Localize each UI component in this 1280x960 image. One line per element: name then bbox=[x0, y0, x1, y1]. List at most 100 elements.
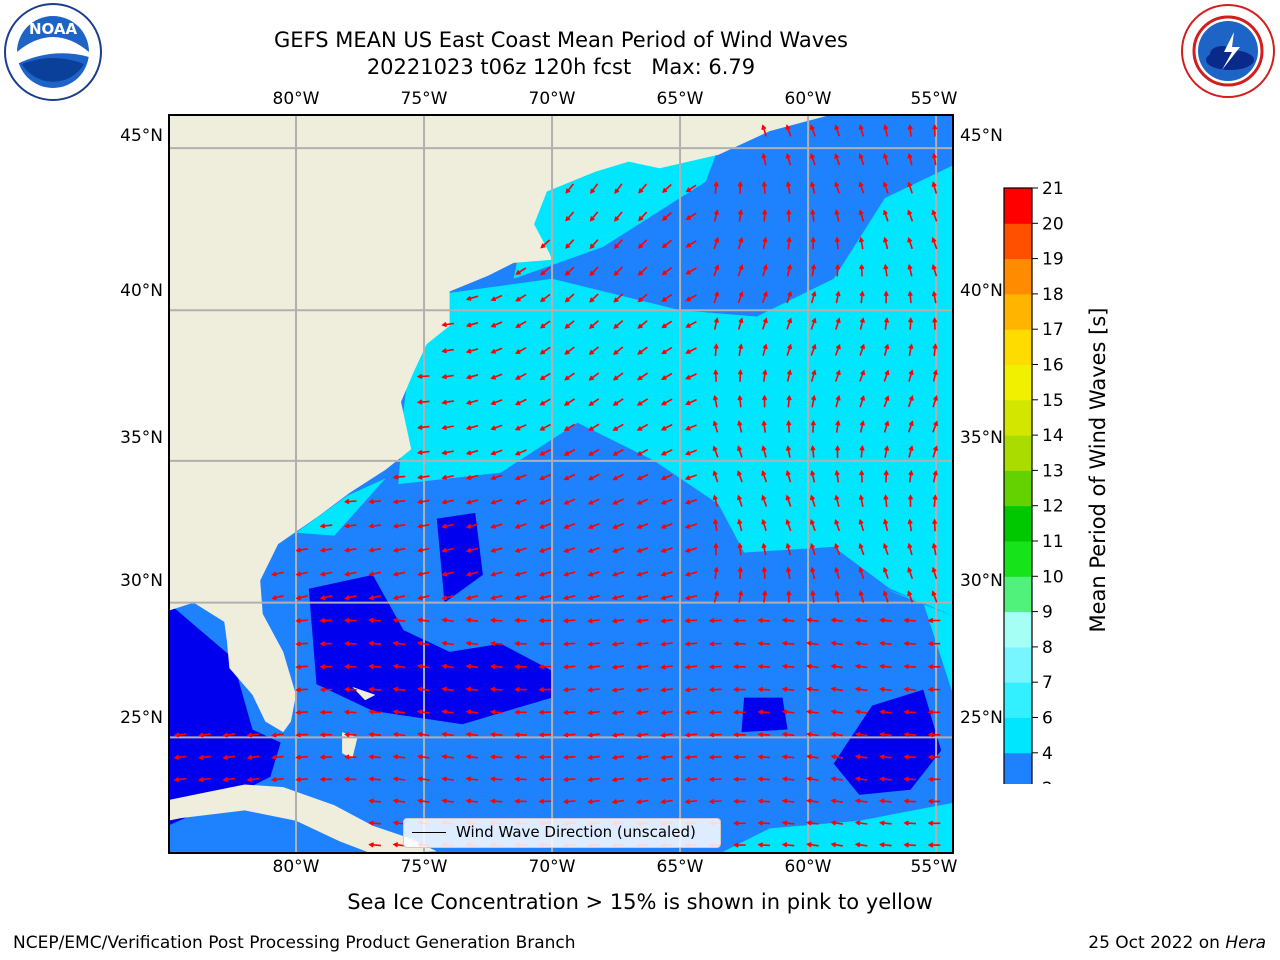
wave-arrow bbox=[781, 686, 795, 692]
wave-arrow bbox=[514, 571, 527, 577]
wave-arrow bbox=[198, 754, 211, 761]
colorbar-tick-label: 8 bbox=[1042, 638, 1053, 658]
wave-arrow bbox=[343, 523, 357, 529]
wave-arrow bbox=[883, 494, 889, 507]
wave-arrow bbox=[907, 263, 913, 277]
wave-region-low bbox=[308, 574, 552, 725]
wave-arrow bbox=[834, 590, 840, 603]
wave-arrow bbox=[636, 547, 649, 553]
wave-arrow bbox=[319, 754, 333, 760]
lat-tick-right: 45°N bbox=[960, 126, 1003, 146]
wave-arrow bbox=[932, 494, 938, 507]
lon-tick-bottom: 80°W bbox=[272, 857, 320, 877]
wave-arrow bbox=[834, 153, 841, 166]
wave-arrow bbox=[834, 542, 841, 556]
wave-arrow bbox=[684, 547, 698, 553]
wave-arrow bbox=[611, 522, 624, 529]
colorbar-segment bbox=[1004, 258, 1032, 295]
lon-tick-top: 70°W bbox=[528, 89, 576, 109]
wave-arrow bbox=[733, 617, 746, 624]
wave-arrow bbox=[854, 820, 868, 826]
wave-arrow bbox=[465, 399, 479, 405]
wave-arrow bbox=[781, 731, 795, 738]
wave-arrow bbox=[757, 798, 771, 804]
wave-arrow bbox=[810, 263, 817, 277]
footer-date-text: 25 Oct 2022 on bbox=[1088, 933, 1226, 953]
wave-arrow bbox=[737, 542, 743, 556]
wave-arrow bbox=[907, 395, 914, 408]
land-bahamas bbox=[352, 686, 376, 701]
wave-arrow bbox=[343, 754, 357, 760]
wave-arrow bbox=[539, 498, 552, 505]
wave-arrow bbox=[830, 640, 844, 646]
wave-arrow bbox=[465, 295, 479, 301]
wave-arrow bbox=[611, 547, 625, 553]
chart-title: GEFS MEAN US East Coast Mean Period of W… bbox=[274, 28, 848, 52]
legend-line-icon bbox=[412, 832, 446, 833]
wave-arrow bbox=[781, 842, 795, 848]
wave-arrow bbox=[903, 709, 917, 715]
wave-arrow bbox=[563, 571, 576, 577]
wave-arrow bbox=[737, 394, 743, 408]
wave-arrow bbox=[660, 523, 673, 529]
wave-arrow bbox=[368, 709, 381, 715]
wave-arrow bbox=[854, 798, 868, 804]
wave-arrow bbox=[781, 709, 795, 715]
wave-arrow bbox=[587, 641, 600, 647]
colorbar-tick-label: 15 bbox=[1042, 391, 1064, 411]
wave-arrow bbox=[660, 547, 673, 553]
wave-arrow bbox=[762, 209, 768, 222]
wave-arrow bbox=[490, 399, 503, 406]
wave-arrow bbox=[737, 209, 744, 222]
wave-arrow bbox=[392, 523, 406, 529]
wave-arrow bbox=[685, 184, 697, 193]
wave-arrow bbox=[858, 124, 865, 137]
wave-arrow bbox=[392, 663, 406, 670]
wave-arrow bbox=[392, 499, 406, 505]
wave-arrow bbox=[761, 152, 767, 166]
wave-arrow bbox=[713, 369, 719, 382]
wave-arrow bbox=[835, 263, 841, 277]
wave-arrow bbox=[441, 686, 454, 692]
wave-arrow bbox=[295, 687, 308, 693]
wave-arrow bbox=[636, 522, 649, 529]
wave-arrow bbox=[173, 776, 187, 783]
wave-arrow bbox=[858, 181, 865, 194]
wave-arrow bbox=[614, 183, 623, 194]
wave-arrow bbox=[684, 523, 698, 529]
wave-arrow bbox=[637, 266, 648, 276]
lat-tick-right: 25°N bbox=[960, 708, 1003, 728]
wave-arrow bbox=[441, 709, 454, 715]
wave-arrow bbox=[589, 183, 599, 194]
wave-arrow bbox=[908, 469, 914, 483]
wave-arrow bbox=[319, 617, 333, 624]
wave-arrow bbox=[635, 732, 649, 738]
wave-arrow bbox=[859, 420, 865, 433]
wave-arrow bbox=[761, 566, 767, 580]
wave-arrow bbox=[737, 445, 743, 458]
wave-arrow bbox=[883, 263, 889, 277]
wave-arrow bbox=[781, 754, 795, 760]
wave-arrow bbox=[638, 211, 648, 222]
wave-arrow bbox=[660, 423, 673, 431]
wave-arrow bbox=[737, 494, 743, 507]
wave-arrow bbox=[810, 419, 816, 433]
wave-arrow bbox=[465, 640, 479, 647]
wave-arrow bbox=[563, 522, 576, 529]
wave-arrow bbox=[713, 343, 719, 356]
wave-arrow bbox=[441, 617, 454, 623]
wave-arrow bbox=[708, 618, 722, 624]
wave-arrow bbox=[830, 617, 844, 623]
wave-arrow bbox=[392, 754, 406, 760]
wave-arrow bbox=[907, 542, 913, 556]
wave-arrow bbox=[907, 209, 914, 222]
wave-arrow bbox=[660, 664, 673, 670]
wave-arrow bbox=[661, 293, 673, 302]
wave-arrow bbox=[854, 842, 868, 848]
wave-arrow bbox=[684, 709, 698, 716]
wave-arrow bbox=[465, 499, 479, 505]
wave-arrow bbox=[757, 709, 771, 715]
wave-arrow bbox=[589, 211, 599, 222]
wave-arrow bbox=[835, 394, 841, 408]
wave-arrow bbox=[637, 346, 648, 355]
